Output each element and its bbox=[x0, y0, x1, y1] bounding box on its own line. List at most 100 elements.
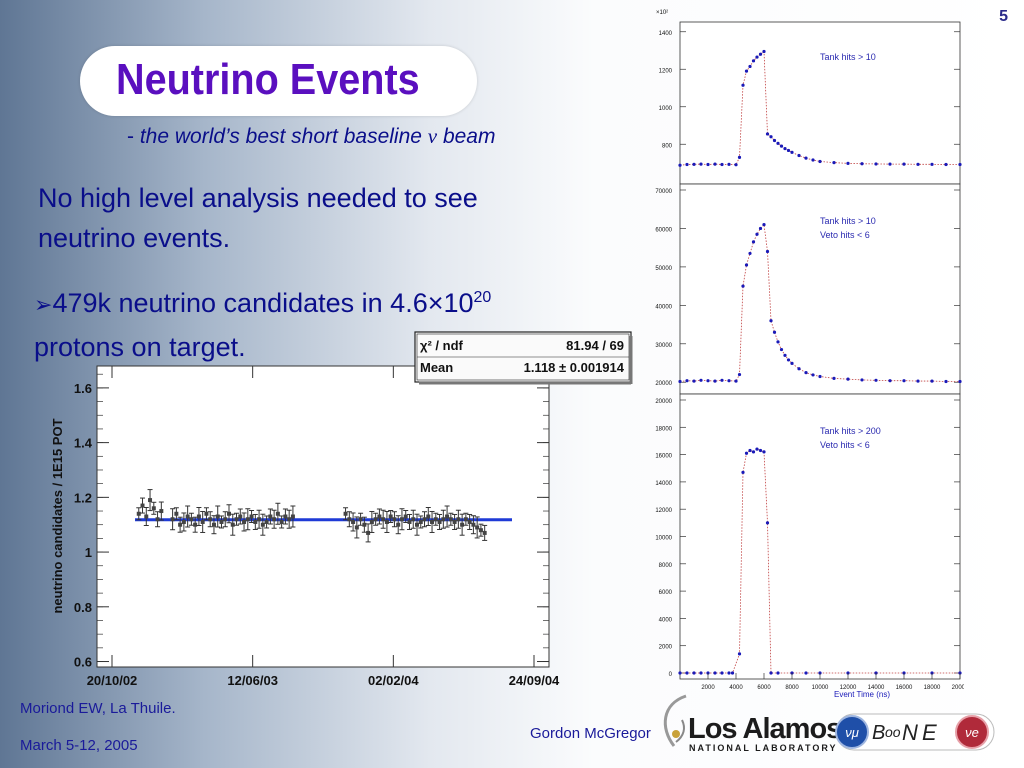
panel-data-point bbox=[758, 226, 763, 231]
y-tick-label: 1.6 bbox=[74, 381, 92, 396]
y-tick-label: 1 bbox=[85, 545, 92, 560]
data-point bbox=[362, 522, 367, 527]
footer-author: Gordon McGregor bbox=[530, 725, 651, 742]
data-point bbox=[196, 514, 201, 519]
data-point bbox=[283, 514, 288, 519]
panel-data-point bbox=[737, 155, 742, 159]
panel-data-point bbox=[846, 161, 850, 165]
panel-data-point bbox=[678, 671, 682, 675]
panel-data-point bbox=[713, 671, 717, 675]
panel-data-point bbox=[751, 240, 756, 244]
data-point bbox=[343, 511, 348, 516]
panel-annotation: Tank hits > 200 bbox=[820, 426, 881, 436]
panel-y-multiplier: ×10² bbox=[656, 10, 668, 16]
data-point bbox=[463, 517, 468, 522]
panel-y-tick-label: 10000 bbox=[655, 536, 672, 542]
data-point bbox=[456, 517, 461, 522]
data-point bbox=[227, 511, 231, 516]
panel-data-point bbox=[811, 373, 815, 377]
panel-data-point bbox=[678, 379, 682, 384]
panel-y-tick-label: 2000 bbox=[659, 645, 673, 651]
panel-data-point bbox=[748, 251, 752, 256]
panel-data-point bbox=[706, 379, 710, 383]
panel-data-point bbox=[692, 379, 696, 383]
data-point bbox=[181, 519, 186, 524]
panel-data-point bbox=[790, 361, 794, 365]
panel-data-point bbox=[765, 132, 770, 136]
panel-data-point bbox=[832, 376, 836, 380]
panel-data-point bbox=[734, 379, 738, 383]
panel-data-point bbox=[744, 69, 749, 73]
panel-data-point bbox=[888, 162, 892, 166]
x-tick-label: 24/09/04 bbox=[509, 673, 560, 688]
panel-data-point bbox=[776, 141, 780, 145]
bullet-superscript: 20 bbox=[473, 289, 492, 306]
panel-annotation: Veto hits < 6 bbox=[820, 440, 870, 450]
data-point bbox=[178, 522, 183, 527]
lanl-logo: Los Alamos bbox=[688, 713, 842, 745]
slide-title: Neutrino Events bbox=[116, 55, 420, 104]
panel-data-point bbox=[741, 83, 745, 87]
panel-data-point bbox=[737, 652, 742, 656]
panel-data-point bbox=[797, 367, 801, 371]
panel-data-point bbox=[779, 347, 784, 352]
panel-data-point bbox=[916, 162, 920, 166]
data-point bbox=[151, 506, 156, 511]
panel-data-point bbox=[804, 156, 808, 160]
panel-data-point bbox=[748, 64, 752, 69]
panel-data-point bbox=[685, 162, 689, 167]
candidates-ylabel: neutrino candidates / 1E15 POT bbox=[50, 418, 65, 613]
data-point bbox=[369, 519, 374, 524]
bullet-text-b: protons on target. bbox=[34, 332, 246, 362]
panel-data-point bbox=[874, 162, 878, 166]
panel-data-point bbox=[930, 162, 934, 166]
data-point bbox=[351, 519, 356, 524]
data-point bbox=[448, 517, 453, 522]
panel-y-tick-label: 1400 bbox=[659, 31, 673, 37]
stats-box: χ² / ndf 81.94 / 69 Mean 1.118 ± 0.00191… bbox=[414, 331, 633, 385]
x-tick-label: 02/02/04 bbox=[368, 673, 419, 688]
nu-mu-icon: νμ bbox=[845, 725, 859, 740]
panel-data-point bbox=[958, 162, 962, 167]
data-point bbox=[238, 514, 243, 519]
data-point bbox=[264, 519, 269, 524]
data-point bbox=[373, 517, 378, 522]
event-time-panel-3 bbox=[679, 393, 961, 680]
panel-data-point bbox=[755, 232, 759, 236]
panel-data-point bbox=[786, 148, 791, 153]
panel-data-point bbox=[818, 374, 822, 379]
panel-data-point bbox=[779, 144, 784, 148]
x-tick-label: 12/06/03 bbox=[227, 673, 278, 688]
data-point bbox=[257, 517, 262, 522]
bullet-arrow-icon: ➢ bbox=[34, 292, 53, 317]
panel-series-line bbox=[680, 448, 960, 674]
data-point bbox=[430, 519, 435, 524]
stats-label-mean: Mean bbox=[420, 360, 453, 375]
footer-dates: March 5-12, 2005 bbox=[20, 737, 138, 754]
panel-annotation: Veto hits < 6 bbox=[820, 230, 870, 240]
candidates-plot-area bbox=[96, 365, 550, 668]
miniboone-b: B bbox=[872, 722, 885, 744]
panel-data-point bbox=[755, 447, 759, 451]
data-point bbox=[253, 519, 258, 524]
panel-data-point bbox=[720, 162, 724, 167]
x-tick-label: 16000 bbox=[896, 685, 913, 691]
data-point bbox=[377, 514, 382, 519]
data-point bbox=[354, 525, 359, 530]
panel-data-point bbox=[713, 162, 717, 166]
data-point bbox=[155, 517, 160, 522]
data-point bbox=[148, 498, 153, 503]
panel-data-point bbox=[744, 451, 749, 455]
panel-y-tick-label: 70000 bbox=[655, 189, 672, 195]
miniboone-e: E bbox=[922, 720, 937, 745]
data-point bbox=[482, 530, 487, 535]
panel-data-point bbox=[772, 138, 777, 143]
panel-annotation: Tank hits > 10 bbox=[820, 216, 876, 226]
panel-data-point bbox=[769, 671, 773, 675]
panel-data-point bbox=[720, 378, 724, 382]
panel-data-point bbox=[769, 135, 773, 139]
data-point bbox=[287, 517, 292, 522]
data-point bbox=[242, 519, 247, 524]
panel-data-point bbox=[692, 162, 696, 166]
